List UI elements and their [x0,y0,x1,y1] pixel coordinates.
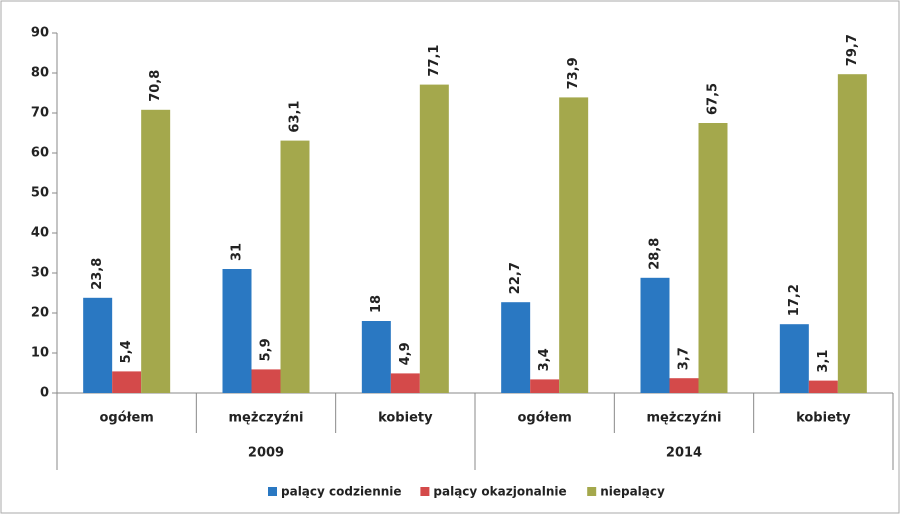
data-label: 4,9 [398,342,413,365]
group-label: 2014 [666,446,702,461]
x-tick-label: mężczyźni [229,411,304,426]
bar [837,74,867,393]
bar [501,302,531,393]
data-label: 5,4 [119,340,134,363]
bar [530,379,560,393]
bar [222,269,252,393]
y-tick-label: 40 [31,226,49,241]
bar [808,380,838,393]
y-tick-label: 90 [31,26,49,41]
y-tick-label: 30 [31,266,49,281]
legend-swatch [587,487,597,496]
legend-label: palący okazjonalnie [433,485,566,499]
data-label: 3,7 [677,347,692,370]
y-tick-label: 20 [31,306,49,321]
bar [419,84,449,393]
data-label: 31 [230,243,245,261]
data-label: 23,8 [90,258,105,290]
bar [83,297,113,393]
y-tick-label: 80 [31,66,49,81]
data-label: 3,4 [537,348,552,371]
legend-label: niepalący [600,485,665,499]
data-label: 3,1 [816,350,831,373]
bar [112,371,142,393]
y-tick-label: 0 [40,386,49,401]
data-label: 79,7 [845,34,860,66]
bar [141,109,171,394]
bar [559,97,589,394]
y-tick-label: 60 [31,146,49,161]
data-label: 18 [369,295,384,313]
group-label: 2009 [248,446,284,461]
bar [251,369,281,393]
bar [280,140,310,393]
bar [361,321,391,393]
x-tick-label: kobiety [378,411,433,426]
bar [779,324,809,393]
x-tick-label: ogółem [517,411,571,426]
data-label: 5,9 [259,338,274,361]
data-label: 70,8 [148,70,163,102]
x-tick-label: ogółem [99,411,153,426]
data-label: 77,1 [427,45,442,77]
legend-swatch [420,487,430,496]
bar [698,123,728,393]
bar [640,277,670,393]
y-tick-label: 10 [31,346,49,361]
data-label: 28,8 [648,238,663,270]
bar [390,373,420,393]
data-label: 67,5 [706,83,721,115]
legend-label: palący codziennie [281,485,402,499]
legend-swatch [268,487,277,496]
data-label: 17,2 [787,284,802,316]
y-tick-label: 50 [31,186,49,201]
bar [669,378,699,393]
y-tick-label: 70 [31,106,49,121]
x-tick-label: kobiety [796,411,851,426]
data-label: 63,1 [288,101,303,133]
data-label: 73,9 [566,57,581,89]
x-tick-label: mężczyźni [647,411,722,426]
data-label: 22,7 [508,262,523,294]
